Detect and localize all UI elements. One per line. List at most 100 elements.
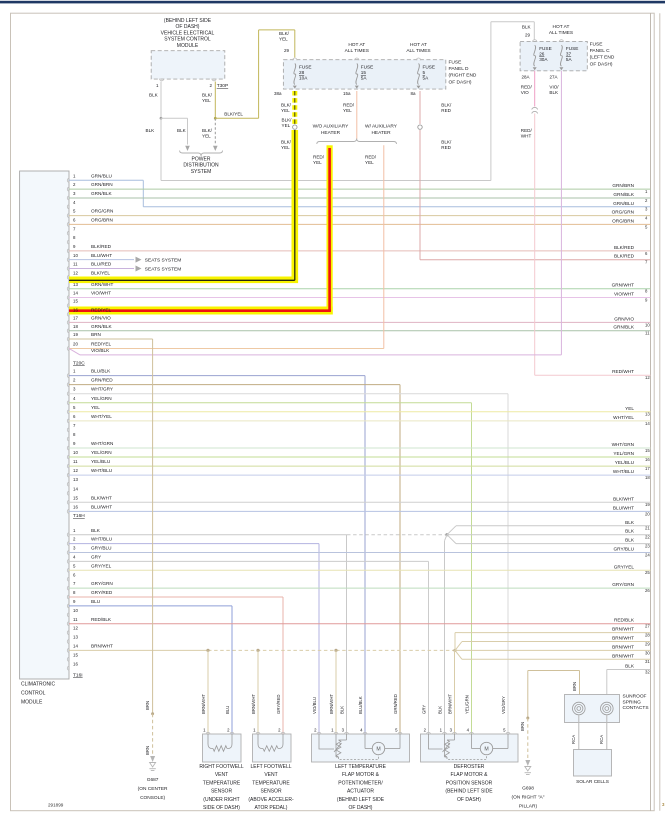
svg-text:GRN/BLK: GRN/BLK — [91, 191, 112, 196]
svg-text:2: 2 — [278, 728, 281, 733]
svg-text:BLK/RED: BLK/RED — [91, 244, 112, 249]
svg-text:BLK/: BLK/ — [441, 103, 452, 108]
svg-text:(ON CENTER: (ON CENTER — [138, 786, 168, 792]
svg-text:GRN/BRN: GRN/BRN — [612, 183, 634, 188]
svg-text:16: 16 — [73, 504, 78, 509]
svg-text:15a: 15a — [343, 91, 351, 96]
svg-text:VIO/GRY: VIO/GRY — [501, 696, 506, 714]
svg-text:BLK: BLK — [146, 128, 156, 133]
svg-text:FUSE: FUSE — [361, 65, 374, 70]
svg-text:BLK: BLK — [91, 528, 101, 533]
svg-text:WHT: WHT — [521, 134, 532, 139]
svg-text:18: 18 — [645, 475, 650, 480]
svg-text:DEFROSTER: DEFROSTER — [454, 764, 485, 770]
svg-text:GRY/YEL: GRY/YEL — [614, 564, 635, 569]
svg-text:15: 15 — [73, 495, 78, 500]
svg-text:17: 17 — [645, 466, 650, 471]
svg-text:BRN/WHT: BRN/WHT — [612, 627, 634, 632]
svg-text:GRN/BLK: GRN/BLK — [613, 325, 634, 330]
svg-text:1: 1 — [73, 173, 76, 178]
svg-text:OF DASH): OF DASH) — [349, 805, 373, 811]
svg-text:ACTUATOR: ACTUATOR — [347, 789, 374, 795]
svg-text:YEL/GRN: YEL/GRN — [91, 450, 112, 455]
svg-text:PILLAR): PILLAR) — [519, 804, 538, 810]
svg-text:6: 6 — [645, 251, 648, 256]
svg-text:16: 16 — [73, 307, 78, 312]
svg-text:(BEHIND LEFT SIDE: (BEHIND LEFT SIDE — [445, 789, 493, 795]
svg-text:DISTRIBUTION: DISTRIBUTION — [183, 163, 219, 169]
svg-text:GRY/RED: GRY/RED — [91, 590, 113, 595]
svg-text:9: 9 — [73, 441, 76, 446]
svg-text:YEL/GRN: YEL/GRN — [613, 451, 634, 456]
svg-text:10: 10 — [73, 253, 78, 258]
svg-text:LEFT FOOTWELL: LEFT FOOTWELL — [250, 764, 291, 770]
svg-text:BRN/WHT: BRN/WHT — [329, 694, 334, 714]
svg-text:BLK/: BLK/ — [282, 118, 293, 123]
svg-text:12: 12 — [73, 270, 78, 275]
svg-text:BRN: BRN — [91, 332, 101, 337]
svg-text:1: 1 — [440, 728, 443, 733]
svg-text:14: 14 — [73, 644, 78, 649]
svg-text:(ABOVE ACCELER-: (ABOVE ACCELER- — [248, 797, 294, 803]
svg-text:8: 8 — [73, 590, 76, 595]
svg-text:2: 2 — [227, 728, 230, 733]
svg-text:PANEL C: PANEL C — [590, 48, 611, 54]
svg-text:RED/YEL: RED/YEL — [91, 307, 111, 312]
svg-text:15: 15 — [73, 299, 78, 304]
svg-text:10A: 10A — [299, 76, 308, 81]
svg-text:5: 5 — [423, 70, 426, 75]
svg-text:CONTROL: CONTROL — [21, 691, 46, 697]
svg-text:HOT AT: HOT AT — [553, 24, 570, 30]
svg-text:WHT/BLU: WHT/BLU — [91, 537, 113, 542]
svg-text:37: 37 — [566, 52, 572, 57]
svg-text:GRY: GRY — [91, 555, 102, 560]
svg-text:BLK/YEL: BLK/YEL — [91, 270, 110, 275]
svg-text:31: 31 — [645, 659, 650, 664]
svg-text:OF DASH): OF DASH) — [457, 797, 481, 803]
svg-text:20: 20 — [73, 342, 78, 347]
svg-text:VIO/BLK: VIO/BLK — [91, 348, 110, 353]
svg-text:13: 13 — [73, 282, 78, 287]
svg-text:GRY/YEL: GRY/YEL — [91, 563, 112, 568]
svg-text:YEL: YEL — [313, 160, 322, 165]
svg-text:SENSOR: SENSOR — [211, 789, 233, 795]
svg-text:T16H: T16H — [73, 513, 85, 519]
svg-text:4: 4 — [360, 728, 363, 733]
svg-text:BLK/: BLK/ — [441, 140, 452, 145]
svg-text:OF DASH): OF DASH) — [449, 79, 472, 85]
svg-text:30: 30 — [645, 650, 650, 655]
svg-text:VIO: VIO — [521, 90, 529, 95]
svg-text:5: 5 — [73, 209, 76, 214]
svg-text:9: 9 — [73, 244, 76, 249]
svg-text:WHT/GRN: WHT/GRN — [91, 441, 113, 446]
svg-text:RED/BLK: RED/BLK — [614, 618, 635, 623]
svg-text:4: 4 — [73, 200, 76, 205]
svg-text:5A: 5A — [361, 76, 368, 81]
svg-text:6: 6 — [73, 572, 76, 577]
svg-text:VIO/WHT: VIO/WHT — [91, 291, 111, 296]
svg-text:GRY/BLU: GRY/BLU — [614, 547, 635, 552]
svg-text:27A: 27A — [550, 75, 558, 80]
svg-text:RED/WHT: RED/WHT — [612, 369, 634, 374]
svg-text:BLK: BLK — [522, 25, 532, 30]
svg-text:YEL/BLU: YEL/BLU — [91, 459, 111, 464]
svg-text:CONTACTS: CONTACTS — [623, 705, 649, 711]
svg-text:5: 5 — [395, 728, 398, 733]
svg-text:12: 12 — [645, 375, 650, 380]
svg-text:BRN/WHT: BRN/WHT — [91, 644, 113, 649]
svg-text:13: 13 — [73, 635, 78, 640]
svg-text:2: 2 — [424, 728, 427, 733]
svg-text:LEFT TEMPERATURE: LEFT TEMPERATURE — [335, 764, 387, 770]
svg-text:SIDE OF DASH): SIDE OF DASH) — [203, 805, 240, 811]
svg-text:7: 7 — [73, 423, 76, 428]
svg-text:BRN/WHT: BRN/WHT — [251, 694, 256, 714]
svg-text:WHT/GRY: WHT/GRY — [91, 387, 114, 392]
svg-text:1: 1 — [331, 728, 334, 733]
svg-text:14: 14 — [645, 421, 650, 426]
svg-text:ORG/BRN: ORG/BRN — [91, 218, 113, 223]
svg-text:15: 15 — [645, 448, 650, 453]
svg-text:1: 1 — [253, 728, 256, 733]
svg-text:BLK: BLK — [625, 520, 635, 525]
svg-text:6: 6 — [73, 414, 76, 419]
svg-text:RED/: RED/ — [313, 155, 325, 160]
